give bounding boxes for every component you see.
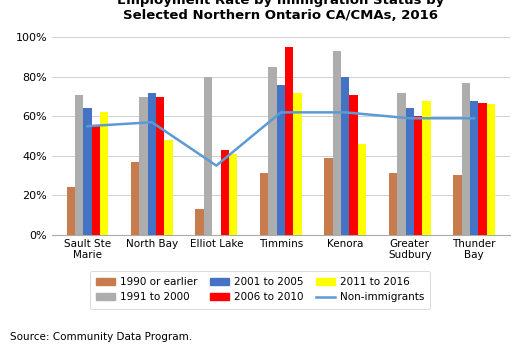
- Bar: [406, 108, 414, 235]
- Bar: [220, 150, 229, 235]
- Title: Employment Rate by Immigration Status by
Selected Northern Ontario CA/CMAs, 2016: Employment Rate by Immigration Status by…: [117, 0, 445, 22]
- Bar: [260, 174, 268, 235]
- Text: Source: Community Data Program.: Source: Community Data Program.: [10, 332, 192, 342]
- Bar: [389, 174, 397, 235]
- Legend: 1990 or earlier, 1991 to 2000, 2001 to 2005, 2006 to 2010, 2011 to 2016, Non-imm: 1990 or earlier, 1991 to 2000, 2001 to 2…: [89, 271, 431, 309]
- Bar: [131, 162, 139, 235]
- Bar: [470, 100, 478, 235]
- Bar: [341, 77, 349, 235]
- Bar: [358, 144, 366, 235]
- Bar: [204, 77, 212, 235]
- Bar: [229, 154, 237, 235]
- Bar: [164, 140, 173, 235]
- Bar: [83, 108, 92, 235]
- Bar: [478, 102, 487, 235]
- Bar: [453, 176, 462, 235]
- Bar: [156, 97, 164, 235]
- Bar: [397, 93, 406, 235]
- Bar: [75, 95, 83, 235]
- Bar: [268, 67, 277, 235]
- Bar: [139, 97, 148, 235]
- Bar: [349, 95, 358, 235]
- Bar: [277, 85, 285, 235]
- Bar: [487, 105, 495, 235]
- Bar: [196, 209, 204, 235]
- Bar: [414, 116, 422, 235]
- Bar: [324, 158, 333, 235]
- Bar: [285, 47, 293, 235]
- Bar: [92, 126, 100, 235]
- Bar: [462, 83, 470, 235]
- Bar: [67, 187, 75, 235]
- Bar: [422, 100, 431, 235]
- Bar: [293, 93, 302, 235]
- Bar: [148, 93, 156, 235]
- Bar: [333, 51, 341, 235]
- Bar: [100, 112, 108, 235]
